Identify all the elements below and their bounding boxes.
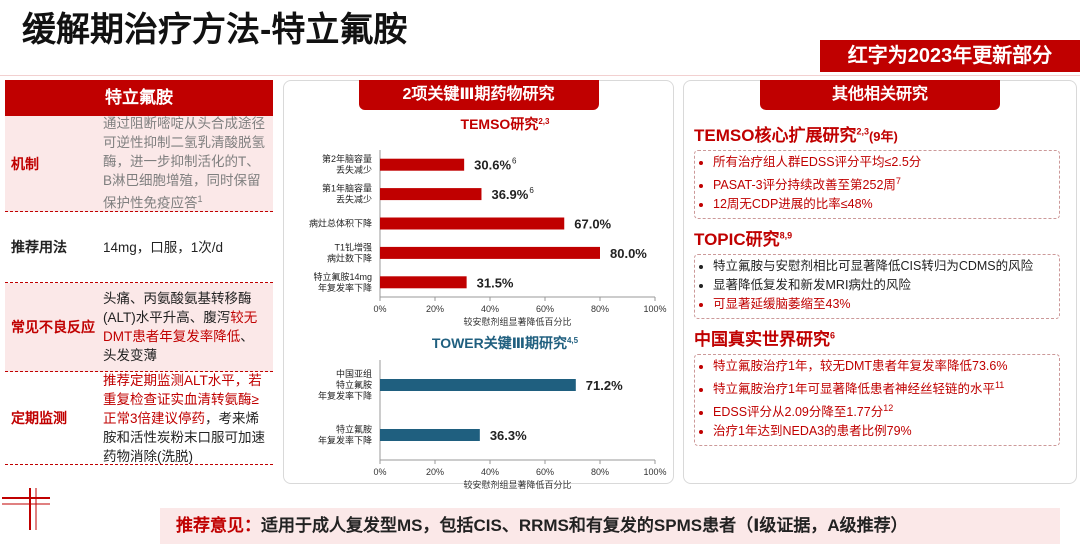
studies-panel: 其他相关研究 TEMSO核心扩展研究2,3(9年) 所有治疗组人群EDSS评分平均… — [683, 80, 1077, 484]
bullet: 12周无CDP进展的比率≤48% — [713, 195, 1053, 214]
recommendation-label: 推荐意见： — [176, 516, 261, 535]
bullet-text: 特立氟胺治疗1年，较无DMT患者年复发率降低73.6% — [713, 359, 1008, 374]
section-name: TEMSO核心扩展研究 — [694, 126, 857, 145]
table-body: 机制 通过阻断嘧啶从头合成途径可逆性抑制二氢乳清酸脱氢酶，进一步抑制活化的T、B淋… — [5, 116, 273, 465]
bullet-text: 所有治疗组人群EDSS评分平均≤2.5分 — [713, 155, 922, 169]
slide-title: 缓解期治疗方法-特立氟胺 — [22, 11, 408, 49]
recommendation-text: 适用于成人复发型MS，包括CIS、RRMS和有复发的SPMS患者（Ⅰ级证据，A级… — [261, 516, 908, 535]
trials-panel: 2项关键Ⅲ期药物研究 — [283, 80, 674, 484]
table-row: 推荐用法 14mg，口服，1次/d — [5, 212, 273, 283]
content-segment: ，考来烯胺和活性炭粉末口服可加速药物消除(洗脱) — [103, 410, 265, 464]
footnote: 8,9 — [779, 230, 793, 241]
footnote: 12 — [883, 403, 894, 414]
content-segment: 、头发变薄 — [103, 329, 254, 363]
content-segment: 推荐定期监测ALT水平，若重复检查证实血清转氨酶≥正常3倍建议停药 — [103, 372, 262, 426]
footnote: 7 — [895, 176, 901, 186]
bullet: 特立氟胺治疗1年，较无DMT患者年复发率降低73.6% — [713, 357, 1053, 376]
section-name: 中国真实世界研究 — [694, 330, 830, 350]
bullet: PASAT-3评分持续改善至第252周7 — [713, 172, 1053, 195]
row-content: 推荐定期监测ALT水平，若重复检查证实血清转氨酶≥正常3倍建议停药，考来烯胺和活… — [95, 372, 273, 464]
bullet: 治疗1年达到NEDA3的患者比例79% — [713, 422, 1053, 441]
row-content: 通过阻断嘧啶从头合成途径可逆性抑制二氢乳清酸脱氢酶，进一步抑制活化的T、B淋巴细… — [95, 116, 273, 211]
bullet-list: 所有治疗组人群EDSS评分平均≤2.5分 PASAT-3评分持续改善至第252周7… — [694, 150, 1060, 220]
panel-title: 2项关键Ⅲ期药物研究 — [358, 80, 599, 110]
content-segment: 头痛、丙氨酸氨基转移酶(ALT)水平升高、腹泻 — [103, 291, 252, 325]
footnote: 1 — [197, 194, 203, 205]
table-header: 特立氟胺 — [5, 80, 273, 116]
recommendation: 推荐意见：适用于成人复发型MS，包括CIS、RRMS和有复发的SPMS患者（Ⅰ级… — [160, 508, 1060, 544]
bullet-text: 治疗1年达到NEDA3的患者比例79% — [713, 424, 912, 439]
bullet-text: 特立氟胺治疗1年可显著降低患者神经丝轻链的水平 — [713, 382, 995, 397]
content-text: 通过阻断嘧啶从头合成途径可逆性抑制二氢乳清酸脱氢酶，进一步抑制活化的T、B淋巴细… — [103, 114, 267, 213]
bullet-text: 特立氟胺与安慰剂相比可显著降低CIS转归为CDMS的风险 — [713, 259, 1034, 274]
bullet-text: 显著降低复发和新发MRI病灶的风险 — [713, 278, 911, 293]
bullet: 显著降低复发和新发MRI病灶的风险 — [713, 276, 1053, 295]
section-title: 中国真实世界研究6 — [694, 325, 1076, 350]
bullet: 特立氟胺与安慰剂相比可显著降低CIS转归为CDMS的风险 — [713, 257, 1053, 276]
drug-table: 特立氟胺 机制 通过阻断嘧啶从头合成途径可逆性抑制二氢乳清酸脱氢酶，进一步抑制活化… — [5, 80, 273, 465]
bullet: 所有治疗组人群EDSS评分平均≤2.5分 — [713, 153, 1053, 172]
row-label: 常见不良反应 — [11, 319, 95, 335]
row-label: 推荐用法 — [11, 239, 67, 255]
content-text: 14mg，口服，1次/d — [103, 238, 223, 257]
content-segment: 14mg，口服，1次/d — [103, 239, 224, 255]
bullet-list: 特立氟胺治疗1年，较无DMT患者年复发率降低73.6% 特立氟胺治疗1年可显著降低… — [694, 354, 1060, 447]
footnote: 11 — [994, 380, 1005, 391]
bullet-text: 可显著延缓脑萎缩至43% — [713, 297, 851, 312]
content-segment: 通过阻断嘧啶从头合成途径可逆性抑制二氢乳清酸脱氢酶，进一步抑制活化的T、B淋巴细… — [103, 116, 265, 211]
section-title: TOPIC研究8,9 — [694, 225, 1076, 250]
bullet: 特立氟胺治疗1年可显著降低患者神经丝轻链的水平11 — [713, 376, 1053, 399]
content-segment: 较无DMT患者年复发率降低 — [103, 310, 258, 344]
table-row: 机制 通过阻断嘧啶从头合成途径可逆性抑制二氢乳清酸脱氢酶，进一步抑制活化的T、B淋… — [5, 116, 273, 212]
bullet-list: 特立氟胺与安慰剂相比可显著降低CIS转归为CDMS的风险显著降低复发和新发MRI… — [694, 254, 1060, 320]
section-name: TOPIC研究 — [694, 230, 780, 250]
table-row: 定期监测 推荐定期监测ALT水平，若重复检查证实血清转氨酶≥正常3倍建议停药，考来… — [5, 372, 273, 465]
bullet: 可显著延缓脑萎缩至43% — [713, 295, 1053, 314]
footnote: 2,3 — [856, 126, 869, 137]
table-row: 常见不良反应 头痛、丙氨酸氨基转移酶(ALT)水平升高、腹泻较无DMT患者年复发率… — [5, 283, 273, 372]
row-label: 机制 — [11, 155, 39, 172]
update-banner: 红字为2023年更新部分 — [820, 40, 1080, 72]
bullet: EDSS评分从2.09分降至1.77分12 — [713, 399, 1053, 422]
panel-title: 其他相关研究 — [760, 80, 1000, 110]
content-text: 头痛、丙氨酸氨基转移酶(ALT)水平升高、腹泻较无DMT患者年复发率降低、头发变… — [103, 289, 267, 365]
row-label: 定期监测 — [11, 410, 67, 426]
row-content: 14mg，口服，1次/d — [95, 212, 273, 282]
footnote: 6 — [830, 330, 836, 341]
bullet-text: 12周无CDP进展的比率≤48% — [713, 197, 873, 212]
bullet-text: EDSS评分从2.09分降至1.77分 — [713, 405, 884, 420]
decoration — [2, 488, 50, 530]
content-text: 推荐定期监测ALT水平，若重复检查证实血清转氨酶≥正常3倍建议停药，考来烯胺和活… — [103, 371, 267, 466]
section-title: TEMSO核心扩展研究2,3(9年) — [694, 121, 1076, 146]
section-suffix: (9年) — [868, 129, 898, 144]
divider — [0, 75, 1080, 76]
bullet-text: PASAT-3评分持续改善至第252周 — [713, 178, 896, 193]
studies-list: TEMSO核心扩展研究2,3(9年) 所有治疗组人群EDSS评分平均≤2.5分 PA… — [684, 121, 1076, 447]
row-content: 头痛、丙氨酸氨基转移酶(ALT)水平升高、腹泻较无DMT患者年复发率降低、头发变… — [95, 283, 273, 371]
